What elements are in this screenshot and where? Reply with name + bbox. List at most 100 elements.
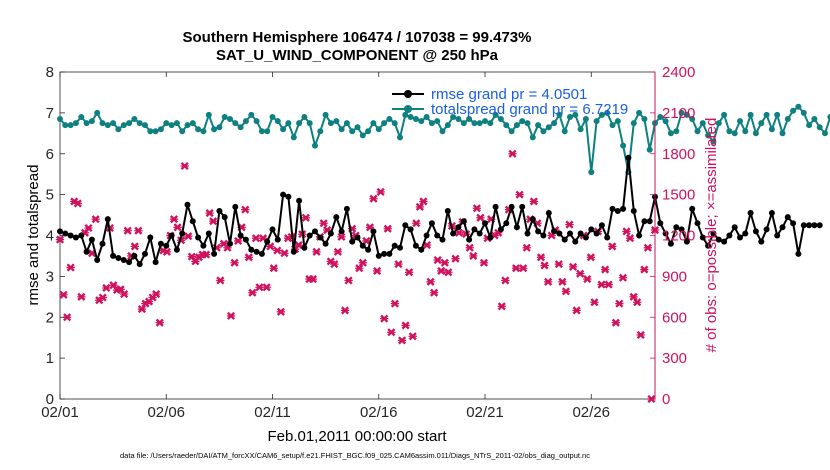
totalspread-marker — [667, 130, 674, 137]
data-file-footnote: data file: /Users/raeder/DAI/ATM_forcXX/… — [120, 451, 590, 460]
obs-marker — [554, 260, 563, 269]
totalspread-marker — [126, 120, 133, 127]
totalspread-marker — [264, 128, 271, 135]
obs-marker — [586, 253, 596, 262]
obs-marker — [440, 258, 449, 267]
totalspread-marker — [673, 128, 680, 135]
y-tick-label-right: 300 — [662, 350, 687, 367]
obs-marker — [180, 161, 189, 171]
obs-marker — [451, 254, 460, 263]
totalspread-marker — [83, 120, 90, 127]
obs-marker — [169, 215, 179, 224]
totalspread-marker — [72, 120, 79, 127]
totalspread-marker — [763, 111, 770, 118]
rmse-marker — [232, 203, 239, 210]
totalspread-marker — [455, 116, 462, 122]
rmse-marker — [790, 220, 797, 227]
rmse-marker — [115, 255, 122, 261]
rmse-marker — [397, 244, 403, 251]
obs-marker — [294, 240, 303, 250]
rmse-marker — [774, 232, 781, 239]
rmse-marker — [386, 250, 393, 257]
rmse-marker — [57, 228, 63, 235]
totalspread-marker — [306, 120, 313, 127]
obs-marker — [155, 318, 164, 327]
totalspread-marker — [811, 116, 818, 122]
obs-marker — [233, 236, 243, 245]
rmse-marker — [168, 232, 175, 239]
totalspread-marker — [790, 107, 797, 114]
rmse-marker — [577, 230, 584, 237]
totalspread-marker — [540, 128, 547, 135]
obs-marker — [130, 242, 139, 251]
totalspread-marker — [312, 142, 318, 149]
obs-marker — [73, 199, 82, 208]
totalspread-marker — [678, 109, 685, 116]
obs-marker — [119, 290, 129, 299]
rmse-marker — [779, 224, 786, 231]
totalspread-marker — [434, 118, 441, 125]
rmse-marker — [816, 222, 823, 229]
rmse-marker — [683, 238, 690, 245]
totalspread-marker — [795, 103, 802, 110]
rmse-marker — [439, 236, 446, 243]
obs-marker — [152, 290, 161, 299]
rmse-marker — [296, 197, 303, 204]
totalspread-marker — [551, 120, 558, 127]
rmse-marker — [94, 257, 101, 263]
totalspread-marker — [428, 120, 435, 127]
rmse-marker — [322, 240, 329, 247]
obs-marker — [568, 262, 578, 271]
totalspread-marker — [147, 128, 154, 135]
rmse-marker — [407, 226, 414, 233]
obs-marker — [401, 321, 410, 330]
totalspread-marker — [657, 114, 664, 120]
y-tick-label-left: 7 — [46, 105, 54, 122]
obs-marker — [102, 283, 111, 293]
obs-marker — [515, 190, 524, 199]
totalspread-marker — [715, 120, 722, 127]
totalspread-marker — [157, 126, 164, 133]
rmse-marker — [513, 224, 520, 231]
totalspread-marker — [482, 118, 488, 125]
totalspread-marker — [88, 118, 95, 125]
totalspread-marker — [487, 120, 494, 127]
totalspread-marker — [285, 120, 292, 127]
obs-marker — [273, 246, 282, 255]
obs-marker — [209, 217, 218, 226]
totalspread-marker — [301, 114, 308, 120]
rmse-marker — [83, 248, 90, 255]
obs-marker — [123, 226, 132, 235]
totalspread-marker — [492, 111, 499, 118]
y-tick-label-right: 1800 — [662, 146, 695, 163]
totalspread-marker — [62, 122, 69, 129]
rmse-marker — [327, 230, 334, 237]
rmse-marker — [136, 261, 143, 268]
rmse-marker — [710, 230, 717, 237]
rmse-marker — [593, 230, 600, 237]
totalspread-marker — [497, 116, 504, 122]
obs-marker — [362, 236, 371, 245]
obs-marker — [497, 302, 506, 311]
rmse-marker — [466, 236, 473, 243]
totalspread-marker — [189, 120, 196, 127]
obs-marker — [340, 306, 350, 315]
obs-marker — [255, 283, 264, 292]
y-tick-label-left: 2 — [46, 309, 54, 326]
obs-marker — [476, 213, 485, 222]
totalspread-marker — [774, 111, 781, 118]
rmse-marker — [104, 216, 111, 223]
totalspread-marker — [242, 118, 249, 125]
totalspread-marker — [705, 132, 712, 139]
obs-marker — [625, 234, 635, 243]
rmse-marker — [636, 232, 643, 239]
obs-marker — [301, 213, 310, 222]
obs-marker — [262, 283, 271, 292]
rmse-marker — [412, 242, 419, 249]
totalspread-marker — [827, 114, 830, 120]
obs-marker — [376, 187, 385, 196]
rmse-marker — [306, 232, 313, 239]
obs-marker — [251, 234, 261, 243]
rmse-marker — [179, 230, 186, 237]
obs-marker — [98, 293, 107, 302]
